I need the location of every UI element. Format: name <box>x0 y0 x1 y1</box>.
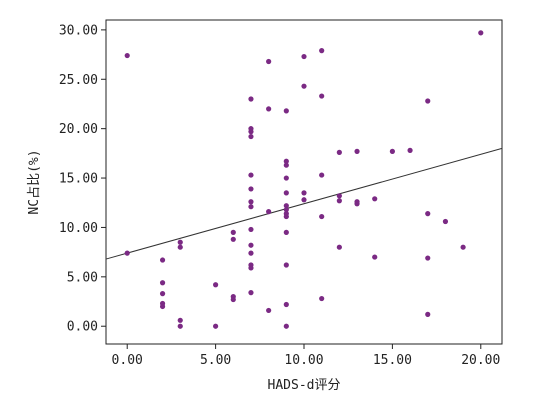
data-point <box>266 307 272 314</box>
data-point <box>283 162 289 168</box>
y-tick-label: 15.00 <box>59 172 98 187</box>
data-point <box>177 244 183 250</box>
data-point <box>336 149 342 155</box>
data-point <box>266 209 272 215</box>
data-point <box>248 96 254 102</box>
x-axis-label: HADS-d评分 <box>268 378 341 393</box>
data-point <box>248 250 254 256</box>
data-point <box>124 52 130 59</box>
data-point <box>425 211 431 217</box>
data-point <box>177 239 183 245</box>
data-point <box>283 158 289 164</box>
data-point <box>425 98 431 104</box>
data-point <box>283 190 289 196</box>
data-point <box>248 133 254 140</box>
data-point <box>248 204 254 210</box>
data-point <box>177 317 183 323</box>
data-point <box>407 147 413 153</box>
data-point <box>248 129 254 135</box>
data-point <box>301 83 307 89</box>
y-tick-label: 0.00 <box>67 320 98 335</box>
plot-frame <box>105 19 503 345</box>
data-point <box>372 196 378 202</box>
y-tick-label: 5.00 <box>67 270 98 285</box>
data-point <box>425 255 431 261</box>
data-point <box>283 229 289 235</box>
data-point <box>336 244 342 250</box>
data-point <box>124 250 130 256</box>
data-point <box>478 30 484 36</box>
data-point <box>177 323 183 329</box>
data-point <box>283 203 289 209</box>
data-point <box>213 323 219 329</box>
x-tick-label: 15.00 <box>373 353 412 368</box>
data-point <box>319 213 325 220</box>
regression-line-layer <box>105 147 503 260</box>
data-point <box>319 48 325 54</box>
data-point <box>230 236 236 242</box>
data-point <box>266 58 272 65</box>
y-tick-label: 10.00 <box>59 221 98 236</box>
data-point <box>319 295 325 302</box>
data-point <box>336 193 342 199</box>
x-tick-label: 5.00 <box>200 353 231 368</box>
data-point <box>319 172 325 178</box>
data-point <box>248 226 254 233</box>
data-point <box>266 106 272 112</box>
data-point <box>159 303 166 310</box>
data-point <box>159 280 166 286</box>
data-point <box>159 257 166 263</box>
data-point <box>248 186 254 192</box>
x-axis-ticks: 0.00 5.00 10.00 15.00 20.00 <box>112 344 500 368</box>
data-point <box>442 218 449 225</box>
y-axis-ticks: 0.00 5.00 10.00 15.00 20.00 25.00 30.00 <box>59 23 106 335</box>
data-point <box>354 201 360 207</box>
data-point <box>283 301 289 308</box>
data-point <box>248 290 254 296</box>
data-point <box>283 207 289 213</box>
data-point <box>372 254 378 260</box>
y-tick-label: 30.00 <box>59 23 98 38</box>
data-point <box>248 242 254 248</box>
x-tick-label: 10.00 <box>284 353 323 368</box>
data-point <box>230 229 236 235</box>
data-point <box>283 262 289 268</box>
data-point <box>389 148 395 154</box>
data-point <box>248 265 254 271</box>
data-point <box>283 175 289 181</box>
data-point <box>354 148 360 154</box>
y-axis-label: NC占比(%) <box>27 149 42 214</box>
regression-line <box>105 147 503 260</box>
y-tick-label: 20.00 <box>59 122 98 137</box>
x-tick-label: 0.00 <box>112 353 143 368</box>
data-point <box>213 282 219 288</box>
data-point <box>301 190 307 196</box>
data-point <box>283 323 289 329</box>
data-point <box>283 108 289 114</box>
data-point <box>248 199 254 205</box>
data-points-layer <box>124 30 484 329</box>
data-point <box>336 198 342 204</box>
data-point <box>248 172 254 178</box>
data-point <box>319 93 325 99</box>
x-tick-label: 20.00 <box>461 353 500 368</box>
data-point <box>159 291 166 297</box>
data-point <box>425 311 431 317</box>
data-point <box>460 244 466 250</box>
y-tick-label: 25.00 <box>59 73 98 88</box>
data-point <box>301 53 307 60</box>
data-point <box>283 213 289 220</box>
data-point <box>230 296 236 303</box>
data-point <box>301 197 307 203</box>
